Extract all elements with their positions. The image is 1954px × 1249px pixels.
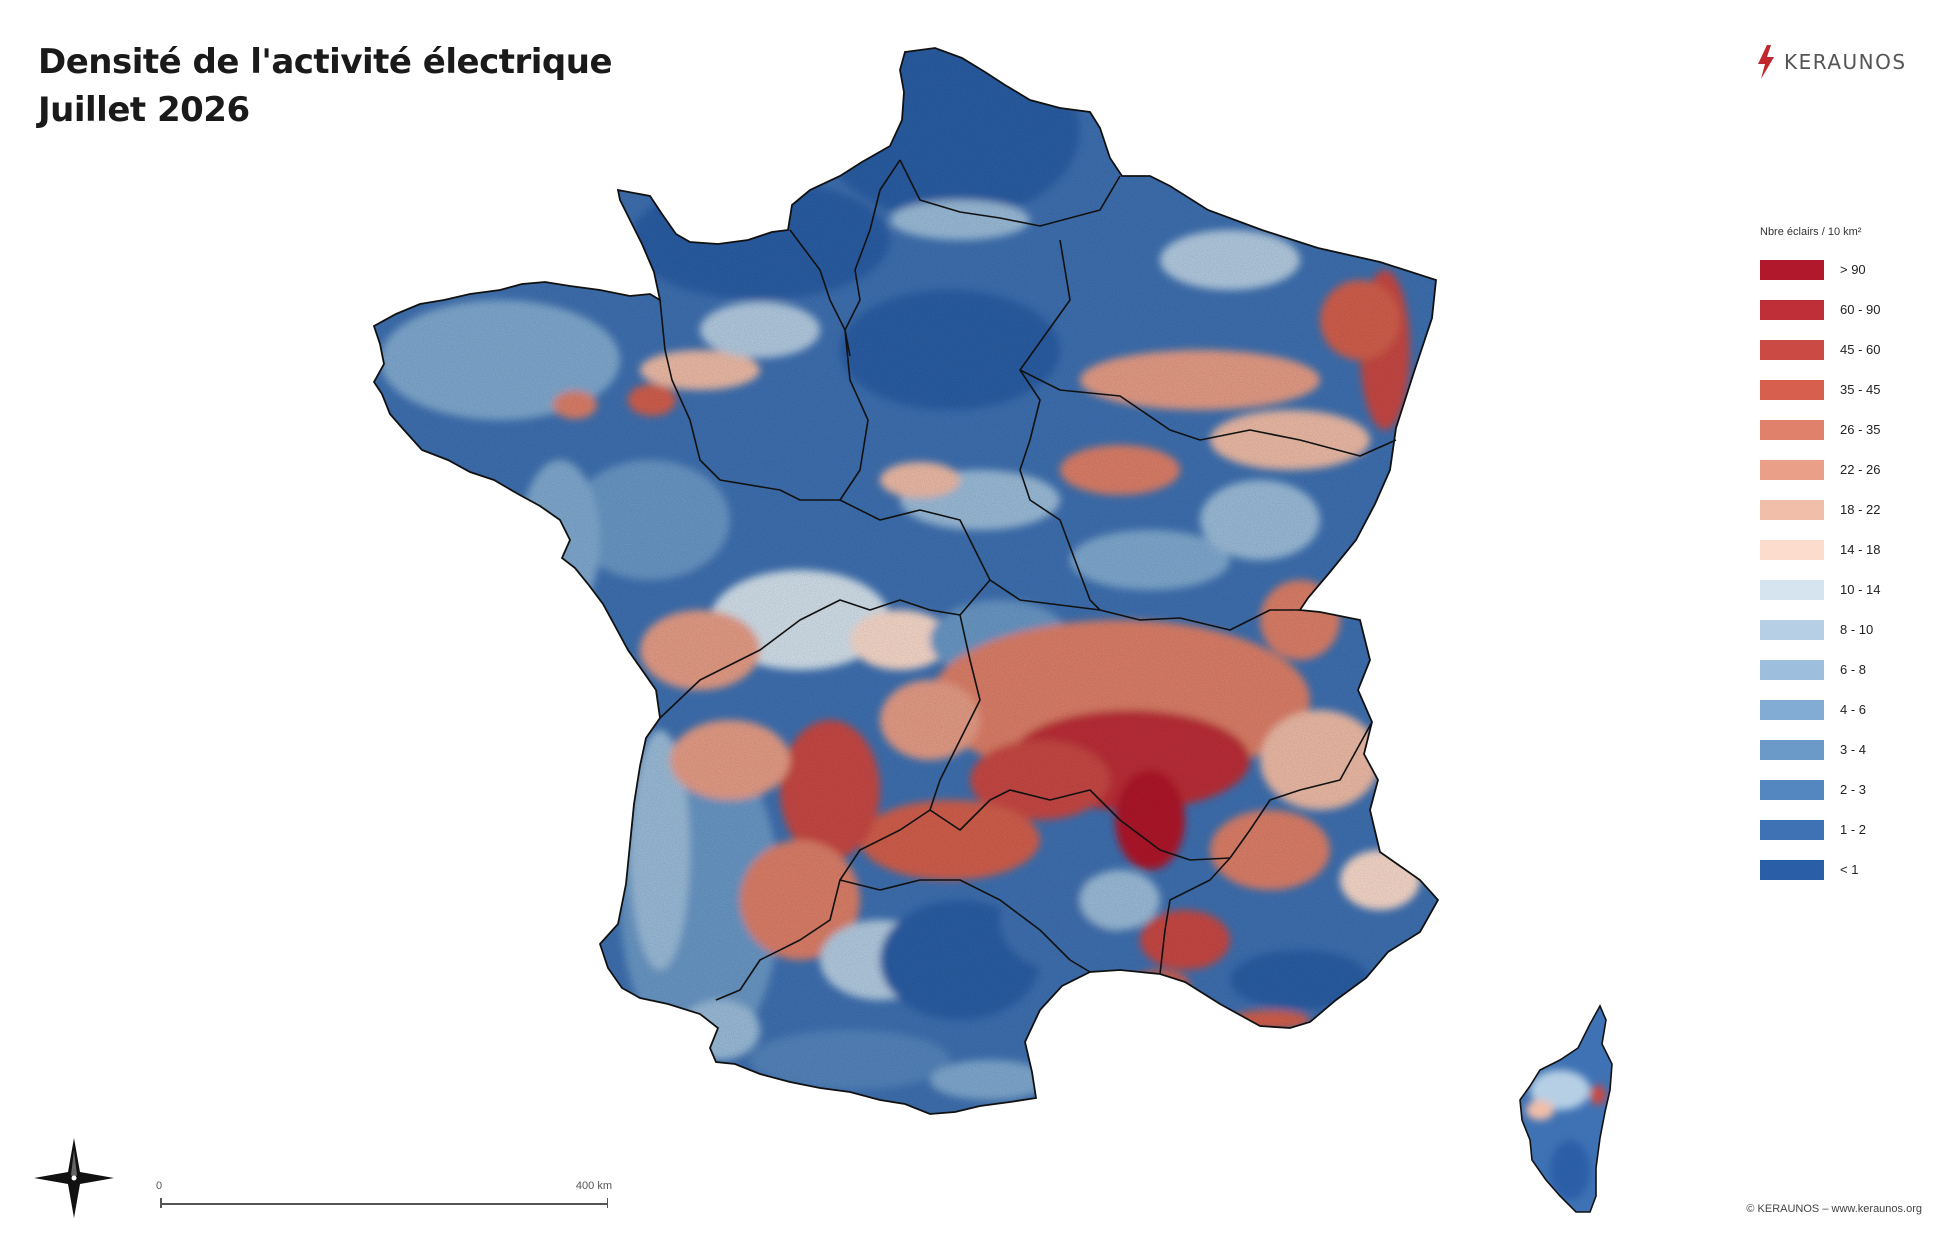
legend-label: 35 - 45 — [1840, 382, 1881, 397]
legend-label: > 90 — [1840, 262, 1866, 277]
logo-text: KERAUNOS — [1784, 50, 1907, 74]
lightning-bolt-icon — [1758, 45, 1774, 79]
legend-swatch — [1760, 660, 1824, 680]
legend-row: 8 - 10 — [1760, 620, 1920, 660]
legend-swatch — [1760, 620, 1824, 640]
region-borders — [659, 159, 1397, 1001]
legend-swatch — [1760, 420, 1824, 440]
legend-swatch — [1760, 340, 1824, 360]
legend-label: 60 - 90 — [1840, 302, 1881, 317]
legend-swatch — [1760, 700, 1824, 720]
scale-end-label: 400 km — [575, 1180, 612, 1192]
map-title-line-2: Juillet 2026 — [38, 90, 250, 130]
legend-swatch — [1760, 740, 1824, 760]
legend-label: 3 - 4 — [1840, 742, 1867, 757]
corsica-outline — [1519, 1004, 1613, 1213]
legend-swatch — [1760, 780, 1824, 800]
legend-row: 26 - 35 — [1760, 420, 1920, 460]
legend-swatch — [1760, 500, 1824, 520]
legend-row: 18 - 22 — [1760, 500, 1920, 540]
scale-start-label: 0 — [156, 1180, 163, 1192]
copyright-notice: © KERAUNOS – www.keraunos.org — [1746, 1203, 1922, 1215]
legend-label: 18 - 22 — [1840, 502, 1881, 517]
legend-swatch — [1760, 860, 1824, 880]
legend-row: < 1 — [1760, 860, 1920, 900]
legend-swatch — [1760, 580, 1824, 600]
legend-row: 3 - 4 — [1760, 740, 1920, 780]
legend-label: 26 - 35 — [1840, 422, 1881, 437]
legend-label: 1 - 2 — [1840, 822, 1867, 837]
legend-swatch — [1760, 260, 1824, 280]
legend-label: < 1 — [1840, 862, 1859, 877]
legend-label: 14 - 18 — [1840, 542, 1881, 557]
legend-rows: > 90 60 - 90 45 - 60 35 - 45 26 - 35 22 … — [1760, 260, 1920, 900]
legend-row: 60 - 90 — [1760, 300, 1920, 340]
legend-label: 10 - 14 — [1840, 582, 1881, 597]
legend-row: 6 - 8 — [1760, 660, 1920, 700]
legend-swatch — [1760, 540, 1824, 560]
legend-swatch — [1760, 460, 1824, 480]
legend-row: 4 - 6 — [1760, 700, 1920, 740]
legend-row: 10 - 14 — [1760, 580, 1920, 620]
legend-label: 4 - 6 — [1840, 702, 1867, 717]
legend-swatch — [1760, 380, 1824, 400]
legend-title: Nbre éclairs / 10 km² — [1760, 226, 1862, 238]
legend-row: > 90 — [1760, 260, 1920, 300]
legend-swatch — [1760, 300, 1824, 320]
legend-row: 22 - 26 — [1760, 460, 1920, 500]
legend-swatch — [1760, 820, 1824, 840]
keraunos-logo: KERAUNOS — [1756, 44, 1907, 80]
mainland-france — [374, 48, 1438, 1114]
legend-label: 6 - 8 — [1840, 662, 1867, 677]
france-outline — [372, 47, 1440, 1115]
legend-row: 45 - 60 — [1760, 340, 1920, 380]
scale-bar: 0 400 km — [156, 1180, 612, 1214]
legend-label: 45 - 60 — [1840, 342, 1881, 357]
scale-tick-end — [606, 1198, 608, 1208]
scale-line — [160, 1203, 608, 1205]
legend-row: 1 - 2 — [1760, 820, 1920, 860]
legend-row: 35 - 45 — [1760, 380, 1920, 420]
compass-rose-icon — [34, 1138, 114, 1223]
legend-label: 22 - 26 — [1840, 462, 1881, 477]
legend-label: 2 - 3 — [1840, 782, 1867, 797]
legend-row: 14 - 18 — [1760, 540, 1920, 580]
legend-label: 8 - 10 — [1840, 622, 1874, 637]
texture-overlay — [374, 48, 1438, 1114]
map-title: Densité de l'activité électrique Juillet… — [38, 38, 613, 134]
corsica-patches — [1526, 1070, 1606, 1200]
legend-row: 2 - 3 — [1760, 780, 1920, 820]
density-legend: Nbre éclairs / 10 km² > 90 60 - 90 45 - … — [1760, 226, 1920, 900]
scale-tick-start — [160, 1198, 162, 1208]
map-title-line-1: Densité de l'activité électrique — [38, 42, 613, 82]
